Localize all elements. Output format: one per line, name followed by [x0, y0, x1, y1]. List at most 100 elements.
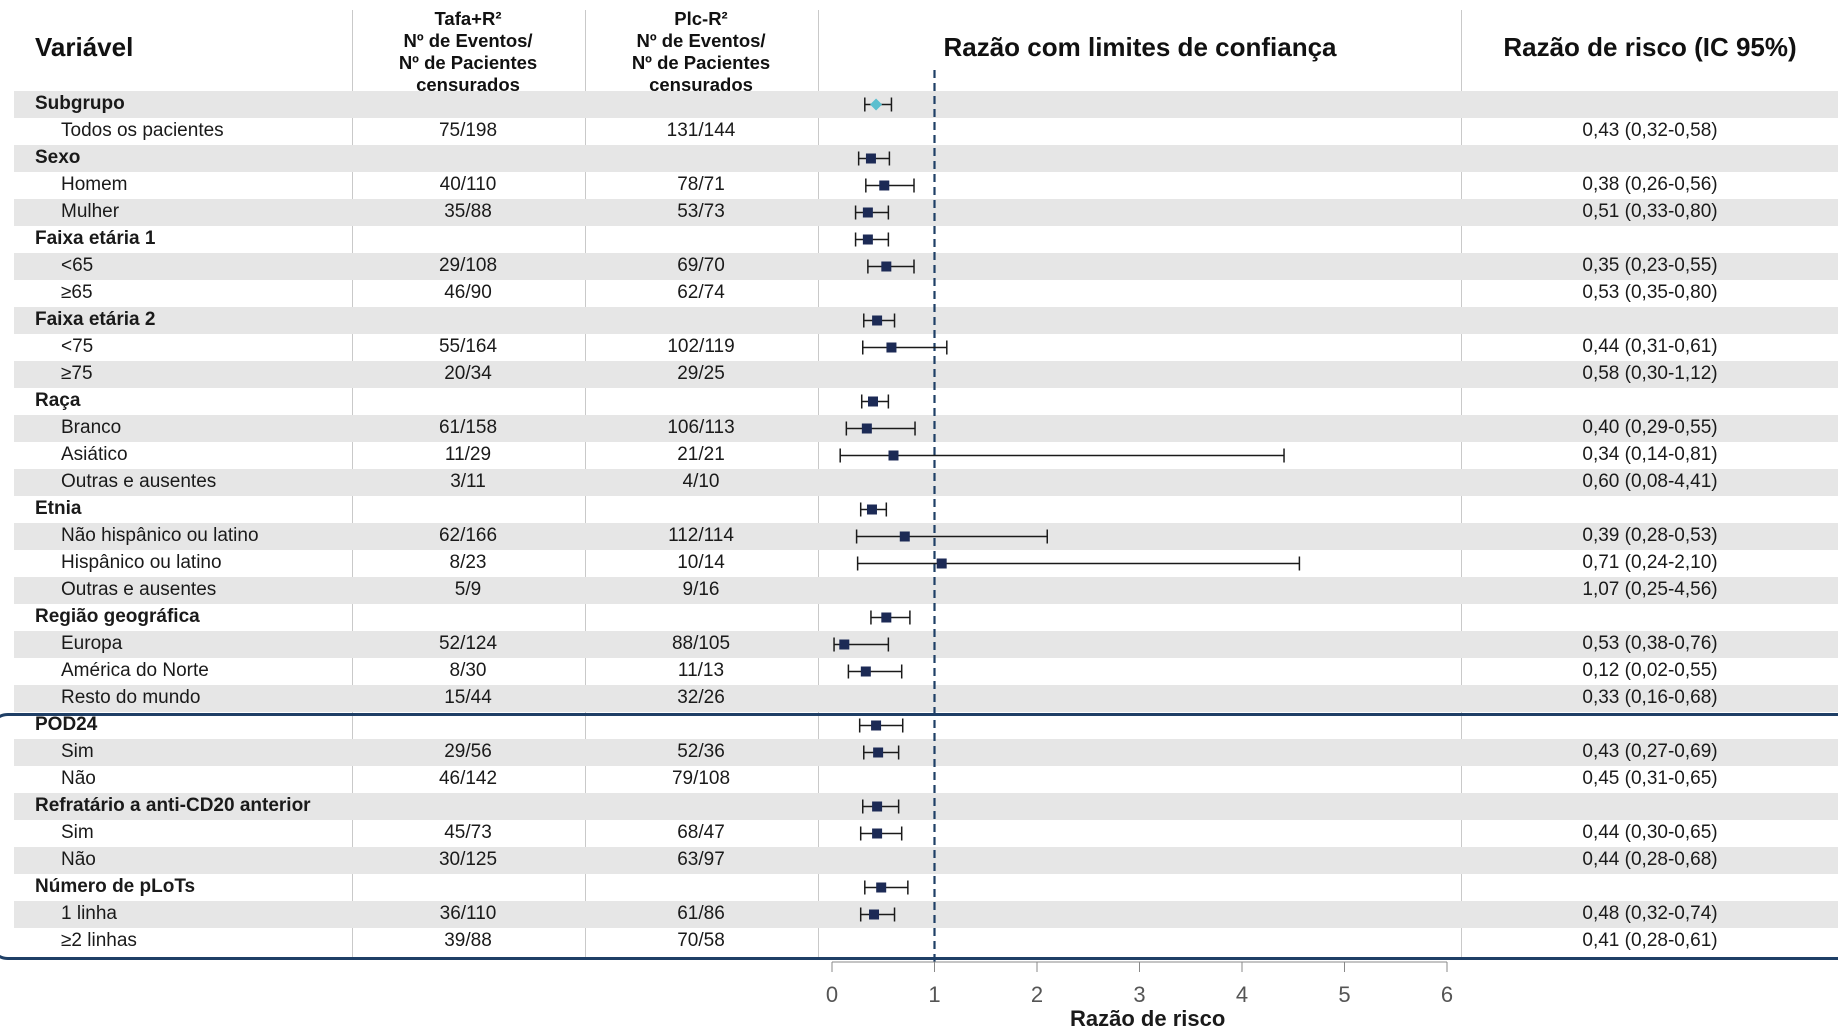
hr-marker — [873, 747, 884, 758]
row-label: Mulher — [61, 201, 120, 222]
header-tafa: Tafa+R² Nº de Eventos/ Nº de Pacientes c… — [352, 8, 584, 96]
group-header-row: Refratário a anti-CD20 anterior — [14, 793, 1838, 820]
tafa-cell: 8/30 — [449, 660, 487, 681]
hr-marker — [865, 153, 876, 164]
table-row: Não 46/142 79/108 0,45 (0,31-0,65) — [14, 766, 1838, 793]
hr-marker — [899, 531, 910, 542]
hr-marker — [936, 558, 947, 569]
row-label: Raça — [35, 390, 81, 411]
highlight-box — [0, 713, 1838, 960]
x-tick-label: 2 — [1031, 982, 1043, 1007]
tafa-cell: 45/73 — [444, 822, 492, 843]
tafa-cell: 62/166 — [438, 525, 498, 546]
tafa-cell: 5/9 — [454, 579, 482, 600]
plc-cell: 52/36 — [677, 741, 725, 762]
plc-cell: 11/13 — [677, 660, 725, 681]
table-row: Não 30/125 63/97 0,44 (0,28-0,68) — [14, 847, 1838, 874]
hazard-ratio-cell: 0,38 (0,26-0,56) — [1582, 174, 1718, 195]
table-row: ≥2 linhas 39/88 70/58 0,41 (0,28-0,61) — [14, 928, 1838, 955]
row-label: Europa — [61, 633, 123, 654]
row-label: <75 — [61, 336, 94, 357]
tafa-cell: 46/90 — [444, 282, 492, 303]
table-row: <75 55/164 102/119 0,44 (0,31-0,61) — [14, 334, 1838, 361]
tafa-cell: 29/108 — [438, 255, 498, 276]
plc-cell: 32/26 — [677, 687, 725, 708]
tafa-cell: 39/88 — [444, 930, 492, 951]
group-header-row: Sexo — [14, 145, 1838, 172]
hazard-ratio-cell: 0,58 (0,30-1,12) — [1582, 363, 1718, 384]
row-label: <65 — [61, 255, 94, 276]
hr-marker — [862, 234, 873, 245]
hr-marker — [839, 639, 850, 650]
tafa-cell: 75/198 — [438, 120, 498, 141]
hr-marker — [872, 315, 883, 326]
hazard-ratio-cell: 0,40 (0,29-0,55) — [1582, 417, 1718, 438]
row-label: Refratário a anti-CD20 anterior — [35, 795, 311, 816]
hr-marker — [879, 180, 890, 191]
tafa-cell: 3/11 — [450, 471, 486, 492]
tafa-cell: 11/29 — [444, 444, 492, 465]
row-label: Todos os pacientes — [61, 120, 224, 141]
hazard-ratio-cell: 0,60 (0,08-4,41) — [1582, 471, 1718, 492]
hazard-ratio-cell: 0,44 (0,30-0,65) — [1582, 822, 1718, 843]
hr-marker — [886, 342, 897, 353]
forest-table: Subgrupo Todos os pacientes 75/198 131/144 0… — [14, 91, 1838, 955]
header-plc-line-3: Nº de Pacientes — [631, 52, 771, 73]
row-label: Homem — [61, 174, 128, 195]
row-label: ≥75 — [61, 363, 93, 384]
row-label: Hispânico ou latino — [61, 552, 222, 573]
tafa-cell: 61/158 — [438, 417, 498, 438]
tafa-cell: 35/88 — [444, 201, 492, 222]
header-plc-line-1: Plc-R² — [674, 8, 728, 29]
row-label: 1 linha — [61, 903, 117, 924]
hazard-ratio-cell: 0,43 (0,32-0,58) — [1582, 120, 1718, 141]
hazard-ratio-cell: 0,45 (0,31-0,65) — [1582, 768, 1718, 789]
header-tafa-line-1: Tafa+R² — [434, 8, 502, 29]
tafa-cell: 29/56 — [444, 741, 492, 762]
hr-marker — [861, 423, 872, 434]
tafa-cell: 30/125 — [438, 849, 498, 870]
hazard-ratio-cell: 0,33 (0,16-0,68) — [1582, 687, 1718, 708]
hr-marker — [860, 666, 871, 677]
row-label: Outras e ausentes — [61, 471, 217, 492]
row-label: Faixa etária 1 — [35, 228, 156, 249]
table-row: Todos os pacientes 75/198 131/144 0,43 (0,3… — [14, 118, 1838, 145]
hr-marker — [881, 261, 892, 272]
row-label: Subgrupo — [35, 93, 125, 114]
tafa-cell: 40/110 — [439, 174, 497, 195]
tafa-cell: 8/23 — [449, 552, 487, 573]
table-row: ≥75 20/34 29/25 0,58 (0,30-1,12) — [14, 361, 1838, 388]
header-plc-line-2: Nº de Eventos/ — [636, 30, 766, 51]
plc-cell: 61/86 — [677, 903, 725, 924]
hazard-ratio-cell: 0,71 (0,24-2,10) — [1582, 552, 1718, 573]
header-tafa-line-2: Nº de Eventos/ — [403, 30, 533, 51]
x-tick-label: 1 — [928, 982, 940, 1007]
hazard-ratio-cell: 0,48 (0,32-0,74) — [1582, 903, 1718, 924]
hazard-ratio-cell: 1,07 (0,25-4,56) — [1582, 579, 1718, 600]
row-label: Não hispânico ou latino — [61, 525, 259, 546]
table-row: Homem 40/110 78/71 0,38 (0,26-0,56) — [14, 172, 1838, 199]
table-row: Sim 29/56 52/36 0,43 (0,27-0,69) — [14, 739, 1838, 766]
hazard-ratio-cell: 0,44 (0,31-0,61) — [1582, 336, 1718, 357]
hr-marker — [866, 504, 877, 515]
row-label: Não — [61, 768, 96, 789]
row-label: Sim — [61, 822, 94, 843]
plc-cell: 79/108 — [671, 768, 731, 789]
plc-cell: 63/97 — [677, 849, 725, 870]
tafa-cell: 15/44 — [444, 687, 492, 708]
tafa-cell: 55/164 — [438, 336, 498, 357]
hr-marker — [862, 207, 873, 218]
plc-cell: 106/113 — [667, 417, 735, 438]
table-row: Branco 61/158 106/113 0,40 (0,29-0,55) — [14, 415, 1838, 442]
table-row: Sim 45/73 68/47 0,44 (0,30-0,65) — [14, 820, 1838, 847]
plc-cell: 69/70 — [677, 255, 725, 276]
plc-cell: 21/21 — [677, 444, 725, 465]
overall-marker — [870, 98, 883, 111]
header-hazard-ratio: Razão de risco (IC 95%) — [1503, 32, 1797, 62]
table-row: Asiático 11/29 21/21 0,34 (0,14-0,81) — [14, 442, 1838, 469]
table-row: Resto do mundo 15/44 32/26 0,33 (0,16-0,68) — [14, 685, 1838, 712]
group-header-row: Etnia — [14, 496, 1838, 523]
plc-cell: 131/144 — [666, 120, 736, 141]
hr-marker — [871, 720, 882, 731]
